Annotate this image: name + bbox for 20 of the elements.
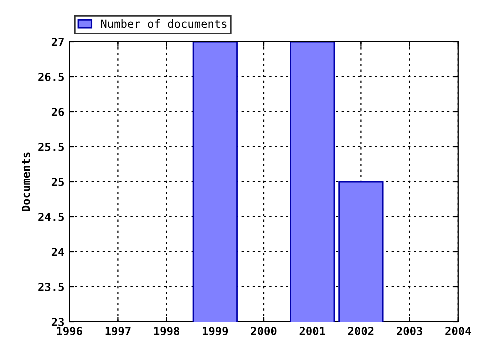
x-tick-label: 1998 xyxy=(154,327,180,336)
x-tick-label: 1997 xyxy=(106,327,131,336)
y-tick-label: 24.5 xyxy=(38,212,64,222)
y-tick-label: 24 xyxy=(52,248,64,256)
x-tick-label: 1999 xyxy=(203,327,228,336)
x-tick-label: 2004 xyxy=(446,327,472,336)
x-tick-label: 2002 xyxy=(348,327,374,336)
y-tick-label: 27 xyxy=(52,38,64,46)
y-tick-label: 26 xyxy=(52,108,64,116)
x-tick-label: 1996 xyxy=(57,327,82,336)
x-tick-label: 2003 xyxy=(397,327,422,336)
x-tick-label: 2000 xyxy=(251,327,277,336)
y-tick-label: 23.5 xyxy=(38,282,64,292)
y-tick-label: 23 xyxy=(52,318,64,326)
y-tick-label: 26.5 xyxy=(38,72,64,82)
y-axis-title: Documents xyxy=(22,152,30,212)
y-tick-label: 25 xyxy=(52,178,64,186)
x-tick-label: 2001 xyxy=(300,327,326,336)
legend-label: Number of documents xyxy=(101,20,227,28)
y-tick-label: 25.5 xyxy=(38,142,64,152)
